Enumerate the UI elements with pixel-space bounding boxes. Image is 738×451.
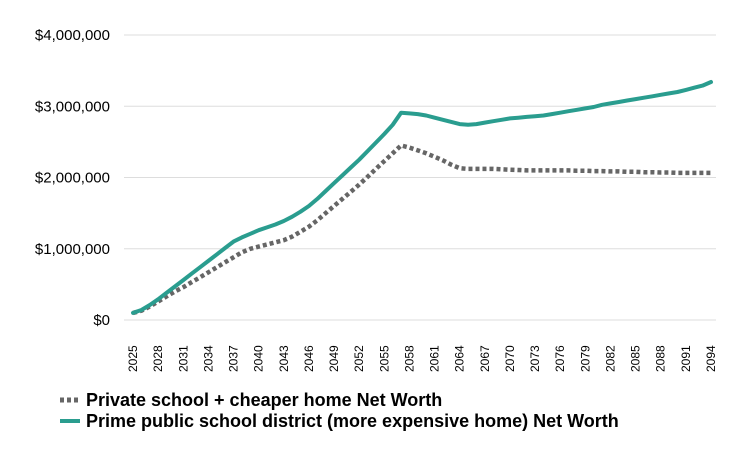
x-tick-label: 2076 (553, 345, 567, 372)
y-axis-ticks: $0 $1,000,000 $2,000,000 $3,000,000 $4,000,0… (35, 27, 110, 329)
x-tick-label: 2046 (302, 345, 316, 372)
x-tick-label: 2073 (528, 345, 542, 372)
x-tick-label: 2058 (402, 345, 416, 372)
x-tick-label: 2070 (503, 345, 517, 372)
x-tick-label: 2088 (654, 345, 668, 372)
y-tick-label: $4,000,000 (35, 27, 110, 44)
y-tick-label: $0 (93, 312, 110, 329)
x-tick-label: 2025 (126, 345, 140, 372)
x-tick-label: 2061 (428, 345, 442, 372)
series-line-private-school (132, 143, 711, 316)
x-tick-label: 2040 (252, 345, 266, 372)
x-tick-label: 2049 (327, 345, 341, 372)
x-tick-label: 2079 (578, 345, 592, 372)
x-tick-label: 2037 (227, 345, 241, 372)
y-tick-label: $2,000,000 (35, 170, 110, 187)
series-line-public-school (131, 80, 713, 315)
x-tick-label: 2031 (176, 345, 190, 372)
x-tick-label: 2094 (704, 345, 718, 372)
series-lines (131, 80, 713, 316)
legend: Private school + cheaper home Net Worth … (60, 390, 619, 431)
x-tick-label: 2091 (679, 345, 693, 372)
x-tick-label: 2052 (352, 345, 366, 372)
x-tick-label: 2034 (201, 345, 215, 372)
gridlines (124, 34, 716, 321)
x-tick-label: 2055 (377, 345, 391, 372)
x-tick-label: 2064 (453, 345, 467, 372)
x-tick-label: 2067 (478, 345, 492, 372)
x-tick-label: 2082 (603, 345, 617, 372)
x-tick-label: 2085 (629, 345, 643, 372)
x-tick-label: 2028 (151, 345, 165, 372)
legend-label-private-school: Private school + cheaper home Net Worth (86, 390, 442, 410)
y-tick-label: $3,000,000 (35, 98, 110, 115)
y-tick-label: $1,000,000 (35, 241, 110, 258)
x-axis-ticks: 2025 2028 2031 2034 2037 2040 2043 2046 2049 2052… (126, 345, 718, 372)
x-tick-label: 2043 (277, 345, 291, 372)
legend-label-public-school: Prime public school district (more expen… (86, 411, 619, 431)
